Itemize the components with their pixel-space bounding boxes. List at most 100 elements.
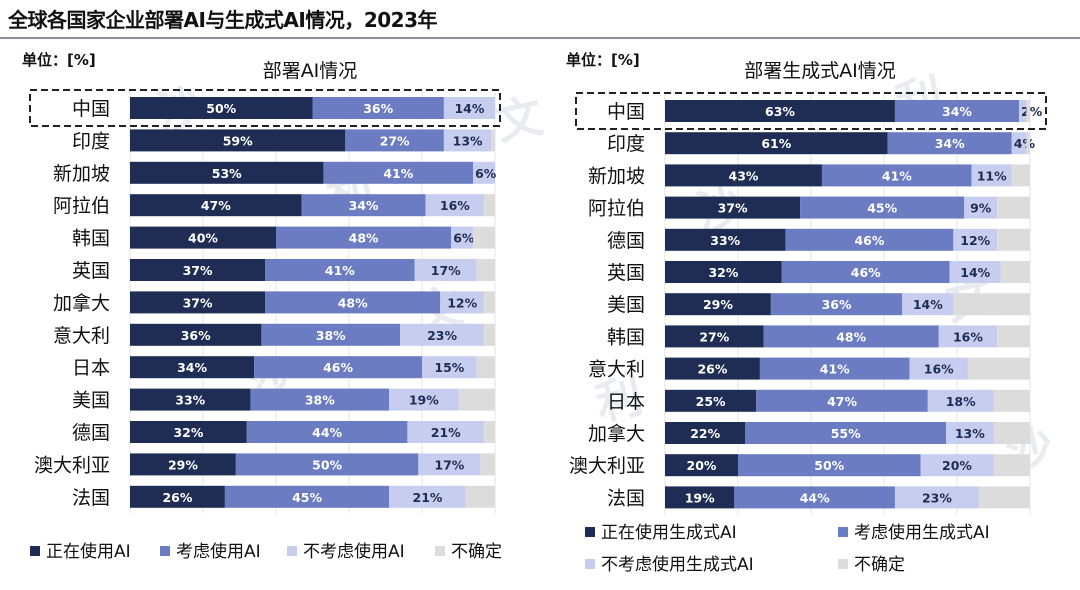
right-bar-segment	[997, 228, 1030, 251]
right-category-label: 中国	[607, 101, 645, 123]
left-data-label: 48%	[349, 231, 379, 246]
left-bar-segment	[400, 323, 485, 346]
left-data-label: 27%	[380, 133, 410, 148]
right-data-label: 50%	[814, 458, 844, 473]
left-data-label: 14%	[454, 101, 484, 116]
left-legend-swatch	[435, 546, 445, 556]
left-bar-segment	[265, 259, 415, 281]
left-data-label: 6%	[453, 231, 475, 246]
left-bar-segment	[458, 388, 495, 411]
right-bar-segment	[1011, 132, 1027, 155]
right-legend-swatch	[585, 559, 595, 569]
left-bar-segment	[407, 421, 485, 443]
left-data-label: 33%	[175, 393, 205, 408]
right-bar-segment	[971, 164, 1012, 187]
left-bar-segment	[345, 129, 444, 152]
left-data-label: 17%	[434, 457, 464, 472]
left-unit-label: 单位：[%]	[22, 51, 96, 69]
right-bar-segment	[993, 454, 1030, 477]
right-data-label: 45%	[867, 201, 897, 216]
right-category-label: 加拿大	[588, 422, 645, 445]
left-bar-segment	[130, 97, 313, 119]
right-data-label: 41%	[882, 168, 912, 183]
left-bar-segment	[130, 161, 324, 184]
left-category-label: 加拿大	[53, 291, 110, 314]
left-data-label: 41%	[383, 166, 413, 181]
right-data-label: 32%	[708, 265, 738, 280]
right-bar-segment	[781, 261, 950, 283]
right-data-label: 46%	[851, 265, 881, 280]
right-data-label: 44%	[800, 490, 830, 505]
right-category-label: 韩国	[607, 326, 645, 348]
right-data-label: 13%	[955, 426, 985, 441]
right-data-label: 26%	[697, 362, 727, 377]
right-data-label: 11%	[977, 168, 1007, 183]
left-data-label: 21%	[413, 490, 443, 505]
left-data-label: 21%	[431, 425, 461, 440]
left-bar-segment	[301, 194, 426, 217]
left-data-label: 32%	[173, 425, 203, 440]
left-category-label: 澳大利亚	[34, 454, 110, 476]
left-bar-segment	[422, 356, 477, 379]
right-bar-segment	[894, 100, 1020, 122]
right-bar-segment	[665, 100, 895, 122]
right-data-label: 9%	[970, 201, 992, 216]
left-category-label: 日本	[72, 357, 110, 379]
page-title: 全球各国家企业部署AI与生成式AI情况，2023年	[8, 8, 438, 32]
right-legend-label: 考虑使用生成式AI	[854, 522, 990, 543]
right-bar-segment	[902, 293, 954, 316]
right-bar-segment	[665, 228, 786, 251]
right-data-label: 34%	[942, 104, 972, 119]
right-data-label: 23%	[922, 490, 952, 505]
right-bar-segment	[993, 422, 1030, 444]
left-bar-segment	[130, 356, 255, 379]
right-data-label: 14%	[960, 265, 990, 280]
right-data-label: 4%	[1014, 136, 1036, 151]
right-bar-segment	[978, 486, 1030, 509]
left-category-label: 新加坡	[53, 163, 110, 185]
left-category-label: 中国	[72, 98, 110, 120]
left-data-label: 38%	[316, 328, 346, 343]
left-bar-segment	[224, 485, 390, 508]
left-bar-segment	[130, 453, 236, 476]
right-bar-segment	[1000, 261, 1030, 283]
left-bar-segment	[276, 226, 452, 249]
left-bar-segment	[440, 291, 485, 314]
left-chart-title: 部署AI情况	[262, 60, 358, 82]
left-bar-segment	[473, 161, 495, 184]
left-bar-segment	[130, 291, 266, 314]
left-bar-segment	[312, 97, 444, 119]
right-bar-segment	[665, 422, 746, 444]
title-divider	[0, 37, 1080, 39]
right-data-label: 41%	[820, 362, 850, 377]
right-data-label: 46%	[854, 233, 884, 248]
right-data-label: 63%	[765, 104, 795, 119]
left-data-label: 37%	[183, 295, 213, 310]
right-bar-segment	[665, 486, 735, 509]
right-data-label: 16%	[924, 362, 954, 377]
left-stacked-bar-chart: 中国 50% 36% 14% 印度 59% 27% 13% 新加坡 53% 41% 6% 阿拉伯 47% 3…	[29, 89, 502, 562]
left-category-label: 韩国	[72, 228, 110, 250]
right-bar-segment	[756, 389, 928, 412]
left-legend-swatch	[287, 546, 297, 556]
right-data-label: 43%	[729, 168, 759, 183]
left-bar-segment	[476, 259, 495, 281]
left-data-label: 45%	[292, 490, 322, 505]
left-bar-segment	[465, 485, 495, 508]
left-bar-segment	[130, 194, 302, 217]
left-bar-segment	[484, 421, 495, 443]
right-unit-label: 单位：[%]	[566, 51, 640, 69]
right-legend-label: 不确定	[854, 555, 905, 575]
right-data-label: 33%	[710, 233, 740, 248]
right-bar-segment	[997, 196, 1030, 219]
right-data-label: 34%	[935, 136, 965, 151]
left-category-label: 阿拉伯	[53, 195, 110, 217]
right-bar-segment	[993, 389, 1030, 412]
right-bar-segment	[938, 325, 998, 348]
left-bar-segment	[491, 129, 495, 152]
right-bar-segment	[665, 325, 764, 348]
right-bar-segment	[1019, 100, 1027, 122]
right-bar-segment	[665, 261, 782, 283]
left-bar-segment	[130, 421, 247, 443]
left-legend-label: 正在使用AI	[46, 541, 131, 562]
